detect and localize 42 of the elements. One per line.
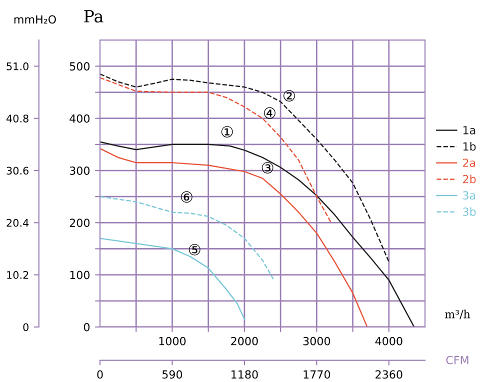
annotation: ⑤: [188, 244, 200, 256]
x2-tick-label: 1770: [304, 370, 330, 379]
line-series: [100, 148, 368, 327]
y2-tick-label: 20.4: [6, 218, 29, 227]
x2-tick-label: 2360: [376, 370, 402, 379]
y-axis-title: Pa: [84, 10, 104, 23]
y-tick-label: 200: [70, 218, 90, 228]
line-series: [100, 77, 332, 224]
x2-axis-title: CFM: [446, 356, 468, 364]
annotation: ③: [262, 162, 274, 174]
annotation: ②: [284, 90, 295, 102]
x2-tick-label: 590: [162, 370, 182, 379]
y2-tick-label: 30.6: [6, 166, 29, 175]
x2-tick-label: 0: [97, 370, 103, 379]
legend-label: 1a: [463, 126, 476, 134]
line-series: [100, 238, 246, 320]
y2-axis-title: mmH₂O: [14, 15, 56, 24]
x-tick-label: 1000: [159, 336, 186, 346]
x-tick-label: 4000: [375, 336, 402, 346]
x-tick-label: 2000: [231, 336, 258, 346]
line-series: [100, 73, 390, 262]
y2-tick-label: 51.0: [6, 62, 28, 70]
legend-label: 2a: [463, 158, 476, 167]
annotation: ①: [221, 126, 233, 138]
x-tick-label: 3000: [303, 336, 330, 346]
y-tick-label: 0: [84, 322, 90, 332]
legend-label: 3a: [463, 191, 476, 200]
y-tick-label: 500: [70, 62, 90, 71]
y2-tick-label: 0: [23, 323, 28, 332]
line-series: [100, 141, 415, 327]
annotation: ⑥: [180, 191, 192, 203]
x2-tick-label: 1180: [232, 370, 258, 379]
legend-label: 1b: [463, 142, 476, 151]
y2-tick-label: 40.8: [6, 114, 28, 122]
x-axis-title: m³/h: [444, 310, 470, 320]
y-tick-label: 100: [70, 270, 90, 280]
legend-label: 2b: [463, 174, 476, 184]
annotation: ④: [264, 107, 276, 119]
legend-label: 3b: [463, 207, 476, 216]
y-tick-label: 300: [70, 166, 90, 175]
y2-tick-label: 10.2: [7, 271, 28, 279]
y-tick-label: 400: [70, 114, 90, 123]
